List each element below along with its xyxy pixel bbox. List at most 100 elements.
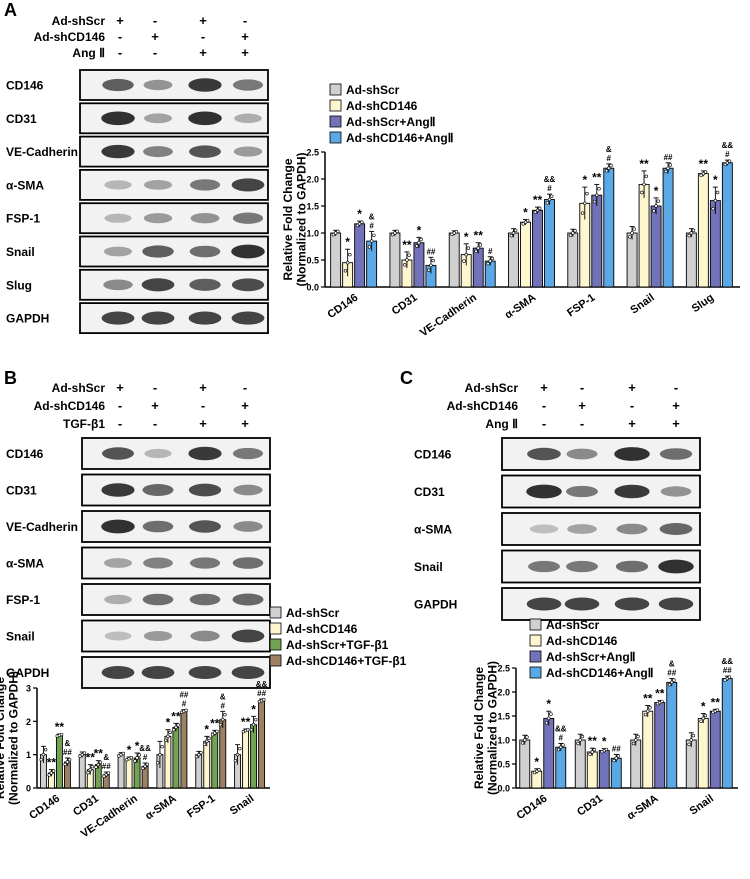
significance-mark: && [722, 141, 734, 150]
blot-band [567, 524, 597, 534]
treatment-sign: + [199, 380, 207, 395]
data-point [166, 734, 170, 739]
legend-label: Ad-shCD146 [346, 99, 418, 113]
data-point [711, 207, 715, 211]
blot-band [142, 484, 174, 496]
blot-cd146: CD146 [6, 69, 269, 101]
significance-mark: ## [179, 691, 188, 700]
data-point [607, 166, 611, 170]
significance-mark: * [127, 743, 132, 757]
treatment-label: Ang Ⅱ [72, 46, 105, 60]
x-tick-label: CD31 [575, 793, 605, 819]
bar [330, 232, 342, 288]
significance-mark: ## [667, 669, 676, 678]
blot-label: GAPDH [414, 598, 457, 612]
data-point [533, 210, 537, 214]
data-point [121, 751, 125, 756]
significance-mark: * [166, 716, 171, 730]
treatment-sign: - [243, 380, 247, 395]
legend-swatch [529, 650, 542, 663]
data-point [509, 233, 513, 238]
blot-label: VE-Cadherin [6, 145, 78, 159]
significance-mark: ** [643, 691, 653, 705]
bar [164, 735, 172, 789]
blot-label: Slug [6, 278, 32, 292]
blot-cd31: CD31 [6, 102, 269, 135]
data-point [715, 708, 720, 712]
panel-letter: A [4, 0, 17, 20]
blot-band [143, 79, 173, 91]
panel-letter: C [400, 368, 413, 388]
bar [472, 247, 484, 288]
significance-mark: & [65, 739, 71, 748]
treatment-sign: + [241, 45, 249, 60]
bar [543, 717, 555, 789]
blot-cd31: CD31 [6, 473, 271, 507]
blot-band [102, 447, 134, 460]
treatment-label: Ad-shCD146 [447, 399, 519, 413]
data-point [486, 261, 490, 266]
data-point [687, 233, 691, 238]
bar [519, 739, 531, 789]
treatment-sign: - [153, 13, 157, 28]
y-tick-label: 3 [26, 684, 31, 694]
significance-mark: ** [655, 687, 665, 701]
data-point [405, 258, 409, 262]
data-point [545, 201, 549, 205]
data-point [643, 712, 648, 717]
treatment-sign: + [199, 45, 207, 60]
data-point [333, 231, 338, 235]
bar [638, 183, 650, 288]
blot-band [104, 594, 132, 605]
bar [654, 702, 666, 789]
data-point [580, 211, 585, 215]
significance-mark: ** [47, 756, 57, 770]
data-point [429, 263, 433, 268]
legend-label: Ad-shCD146+AngⅡ [346, 131, 454, 145]
data-point [656, 199, 660, 203]
data-point [176, 723, 180, 727]
blot-band [529, 524, 559, 534]
bar [598, 750, 610, 789]
x-tick-label: FSP-1 [565, 292, 597, 320]
significance-mark: * [582, 173, 587, 187]
y-tick-label: 1.0 [497, 736, 510, 746]
blot-band [566, 560, 598, 573]
x-tick-label: α-SMA [503, 292, 538, 322]
y-tick-label: 2.0 [497, 688, 510, 698]
data-point [221, 717, 225, 722]
legend-label: Ad-shCD146+TGF-β1 [286, 654, 407, 668]
data-point [631, 741, 636, 746]
data-point [156, 760, 160, 765]
blot-label: GAPDH [6, 312, 49, 326]
treatment-sign: + [116, 380, 124, 395]
legend-swatch [329, 83, 342, 96]
data-point [636, 734, 640, 739]
blot-label: GAPDH [6, 666, 49, 680]
significance-mark: * [251, 702, 256, 716]
blot-band [233, 484, 263, 496]
blot-band [101, 311, 135, 325]
legend-swatch [529, 666, 542, 679]
significance-mark: ## [664, 153, 673, 162]
significance-mark: ** [711, 695, 721, 709]
data-point [595, 193, 599, 197]
treatment-label: TGF-β1 [63, 417, 105, 431]
data-point [174, 725, 178, 730]
blot-band [142, 593, 174, 606]
data-point [488, 259, 492, 263]
blot-band [141, 311, 175, 325]
data-point [199, 750, 203, 755]
significance-mark: ** [210, 716, 220, 730]
bar [219, 719, 227, 789]
blot-band [188, 311, 222, 325]
blot-band [188, 665, 222, 680]
data-point [80, 752, 84, 757]
data-point [372, 233, 376, 237]
data-point [168, 730, 172, 735]
data-point [238, 746, 242, 751]
significance-mark: * [713, 173, 718, 187]
significance-mark: # [182, 700, 187, 709]
data-point [576, 741, 580, 746]
